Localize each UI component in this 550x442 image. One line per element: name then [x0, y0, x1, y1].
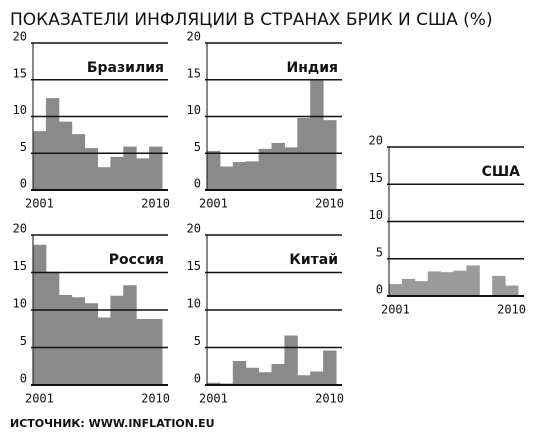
bar — [414, 281, 429, 296]
x-tick-label: 2001 — [381, 303, 410, 317]
bar — [123, 146, 137, 190]
y-tick-label: 5 — [20, 334, 27, 348]
bar — [71, 297, 86, 385]
y-tick-label: 20 — [187, 222, 201, 236]
panel-title: Индия — [287, 60, 339, 76]
y-tick-label: 10 — [13, 297, 27, 311]
bar — [492, 275, 506, 296]
bar — [284, 147, 298, 190]
bar — [136, 158, 150, 190]
bar — [149, 146, 163, 190]
y-tick-label: 20 — [187, 30, 201, 44]
y-tick-label: 5 — [376, 245, 383, 259]
x-tick-label: 2001 — [199, 392, 228, 406]
x-tick-label: 2010 — [141, 392, 170, 406]
source: ИСТОЧНИК: WWW.INFLATION.EU — [10, 417, 215, 430]
y-tick-label: 10 — [187, 103, 201, 117]
bar — [245, 367, 260, 385]
bar — [232, 361, 247, 385]
bar — [427, 271, 442, 296]
x-tick-label: 2010 — [315, 392, 344, 406]
y-tick-label: 0 — [194, 372, 201, 386]
bar — [45, 98, 60, 190]
panel-title: США — [482, 164, 521, 180]
bar — [58, 295, 73, 385]
y-tick-label: 15 — [187, 66, 201, 80]
bar — [310, 371, 324, 385]
bar — [84, 148, 98, 190]
y-tick-label: 5 — [20, 140, 27, 154]
bar — [219, 166, 234, 190]
y-tick-label: 20 — [13, 222, 27, 236]
bar — [110, 156, 124, 190]
bar — [45, 271, 60, 385]
bar — [136, 319, 150, 385]
bar — [71, 134, 86, 190]
bar — [389, 284, 403, 296]
y-tick-label: 0 — [20, 177, 27, 191]
bar — [58, 121, 73, 190]
x-tick-label: 2010 — [141, 197, 170, 211]
x-tick-label: 2001 — [25, 197, 54, 211]
bar — [207, 382, 221, 385]
panel-title: Россия — [109, 252, 164, 268]
y-tick-label: 20 — [13, 30, 27, 44]
bar — [123, 285, 137, 385]
y-tick-label: 10 — [187, 297, 201, 311]
y-tick-label: 15 — [187, 259, 201, 273]
bar — [401, 278, 416, 296]
y-tick-label: 10 — [13, 103, 27, 117]
bar — [440, 272, 454, 296]
y-tick-label: 0 — [376, 283, 383, 297]
y-tick-label: 15 — [13, 66, 27, 80]
y-tick-label: 5 — [194, 140, 201, 154]
bar — [271, 364, 285, 385]
bar — [297, 375, 311, 385]
bar — [323, 120, 337, 190]
y-tick-label: 15 — [13, 259, 27, 273]
bar — [149, 319, 163, 385]
bar — [453, 270, 467, 296]
bar — [505, 285, 519, 296]
y-tick-label: 0 — [194, 177, 201, 191]
bar — [207, 151, 221, 190]
x-tick-label: 2010 — [497, 303, 526, 317]
panel-title: Китай — [289, 252, 338, 268]
bar — [271, 142, 285, 190]
y-tick-label: 0 — [20, 372, 27, 386]
bar — [33, 244, 47, 385]
bar — [84, 303, 98, 385]
x-tick-label: 2001 — [199, 197, 228, 211]
bar — [33, 131, 47, 190]
panel-title: Бразилия — [87, 60, 164, 76]
bar — [97, 167, 111, 190]
x-tick-label: 2010 — [315, 197, 344, 211]
bar — [245, 161, 260, 190]
bar — [466, 265, 480, 296]
x-tick-label: 2001 — [25, 392, 54, 406]
y-tick-label: 20 — [369, 134, 383, 148]
y-tick-label: 5 — [194, 334, 201, 348]
bar — [232, 162, 247, 190]
bar — [97, 317, 111, 385]
bar — [323, 350, 337, 385]
bar — [110, 295, 124, 385]
y-tick-label: 10 — [369, 208, 383, 222]
bar — [310, 79, 324, 190]
main-title: ПОКАЗАТЕЛИ ИНФЛЯЦИИ В СТРАНАХ БРИК И США… — [10, 10, 493, 30]
bar — [258, 148, 272, 190]
bar — [258, 372, 272, 385]
y-tick-label: 15 — [369, 171, 383, 185]
bar — [284, 335, 298, 385]
